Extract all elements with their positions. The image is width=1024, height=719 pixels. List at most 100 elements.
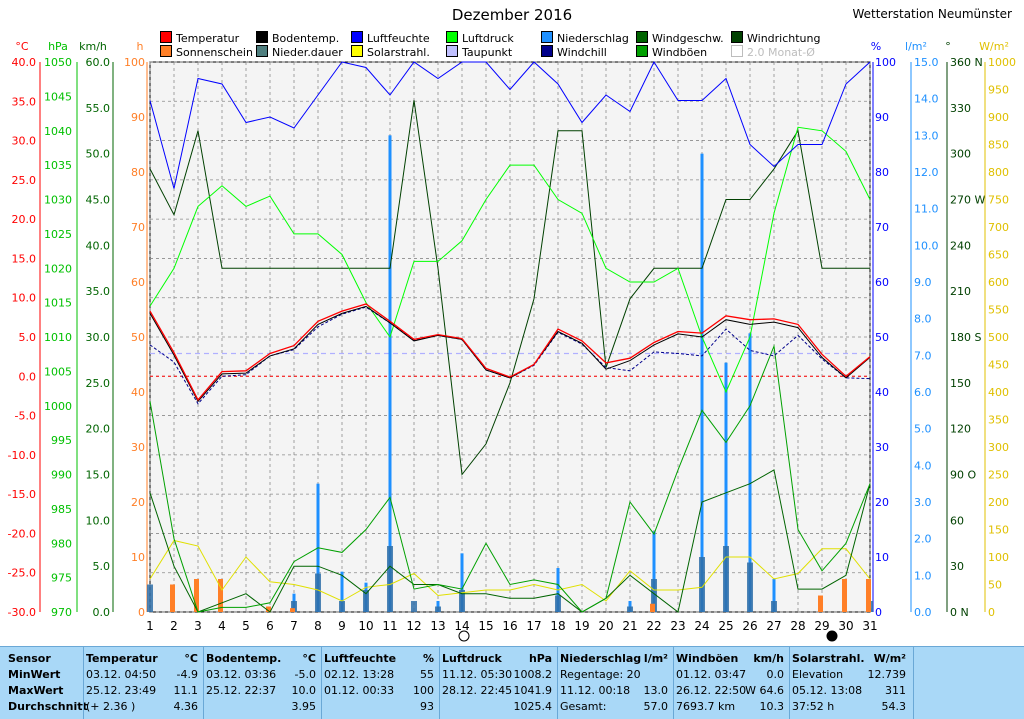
legend-swatch	[446, 45, 458, 57]
legend-item[interactable]: Nieder.dauer	[256, 45, 343, 59]
x-tick-label: 17	[526, 619, 541, 633]
legend-item[interactable]: Bodentemp.	[256, 31, 339, 45]
rain-tick-label: 3.0	[914, 496, 932, 509]
direction-tick-label: 360 N	[950, 56, 983, 69]
legend-item[interactable]: Taupunkt	[446, 45, 512, 59]
legend-item[interactable]: Temperatur	[160, 31, 239, 45]
humidity-tick-label: 30	[875, 441, 889, 454]
stats-separator	[557, 647, 558, 719]
solar-tick-label: 950	[988, 84, 1009, 97]
stats-separator	[913, 647, 914, 719]
rain-bar	[772, 579, 776, 612]
direction-tick-label: 120	[950, 423, 971, 436]
wind-tick-label: 40.0	[86, 239, 111, 252]
stats-cell-value: 54.3	[881, 700, 907, 713]
solar-tick-label: 0	[988, 606, 995, 619]
humidity-tick-label: 60	[875, 276, 889, 289]
stats-column: Bodentemp. °C 03.12. 03:36 -5.0 25.12. 22:37…	[206, 647, 322, 719]
legend-item[interactable]: Luftfeuchte	[351, 31, 430, 45]
legend-label: Windgeschw.	[652, 32, 724, 45]
wind-tick-label: 0.0	[93, 606, 111, 619]
stats-cell: 01.12. 00:33 100	[324, 683, 434, 699]
precip-duration-bar	[747, 562, 753, 612]
stats-cell-date: Gesamt:	[560, 700, 607, 713]
axis-unit-label: hPa	[48, 40, 68, 53]
direction-tick-label: 270 W	[950, 194, 985, 207]
stats-cell-value: 12.739	[867, 668, 907, 681]
station-name: Wetterstation Neumünster	[852, 7, 1012, 21]
stats-column-header: Bodentemp. °C	[206, 651, 316, 667]
humidity-tick-label: 40	[875, 386, 889, 399]
direction-tick-label: 150	[950, 377, 971, 390]
stats-cell-date: (+ 2.36 )	[86, 700, 136, 713]
legend-label: Temperatur	[176, 32, 240, 45]
solar-tick-label: 100	[988, 551, 1009, 564]
direction-tick-label: 0 N	[950, 606, 969, 619]
pressure-tick-label: 1010	[44, 331, 72, 344]
temp-tick-label: -25.0	[8, 567, 36, 580]
x-tick-label: 2	[170, 619, 178, 633]
stats-column-name: Niederschlag	[560, 652, 642, 665]
stats-cell-value: -4.9	[176, 668, 198, 681]
precip-duration-bar	[723, 546, 729, 612]
new-moon-icon	[826, 630, 838, 642]
temp-tick-label: -10.0	[8, 449, 36, 462]
direction-tick-label: 30	[950, 560, 964, 573]
stats-column-unit: km/h	[753, 652, 784, 665]
rain-tick-label: 9.0	[914, 276, 932, 289]
stats-column-unit: hPa	[528, 652, 552, 665]
legend-item[interactable]: Niederschlag	[541, 31, 629, 45]
axis-unit-label: h	[137, 40, 144, 53]
temp-tick-label: -15.0	[8, 488, 36, 501]
legend-label: Nieder.dauer	[272, 46, 343, 59]
stats-separator	[673, 647, 674, 719]
stats-cell: 93	[324, 699, 434, 715]
sunshine-bar	[170, 584, 175, 612]
legend-item[interactable]: Windgeschw.	[636, 31, 724, 45]
full-moon-icon	[458, 630, 470, 642]
sun-tick-label: 0	[138, 606, 145, 619]
legend-item[interactable]: Luftdruck	[446, 31, 514, 45]
rain-bar	[700, 153, 704, 612]
pressure-tick-label: 980	[51, 537, 72, 550]
x-tick-label: 14	[454, 619, 469, 633]
legend-label: Windböen	[652, 46, 708, 59]
x-tick-label: 12	[406, 619, 421, 633]
sunshine-bar	[866, 579, 871, 612]
axis-labels: °C hPa km/h h% l/m² ° W/m²40.035.030.025.020.0…	[8, 40, 1016, 633]
x-tick-label: 20	[598, 619, 613, 633]
precip-duration-bar	[651, 579, 657, 612]
precip-duration-bar	[771, 601, 777, 612]
legend-item[interactable]: 2.0 Monat-Ø	[731, 45, 815, 59]
pressure-tick-label: 1020	[44, 262, 72, 275]
legend-item[interactable]: Sonnenschein	[160, 45, 253, 59]
temp-tick-label: 20.0	[12, 213, 37, 226]
legend-item[interactable]: Windrichtung	[731, 31, 820, 45]
legend-item[interactable]: Solarstrahl.	[351, 45, 430, 59]
stats-cell: 1025.4	[442, 699, 553, 715]
stats-cell-value: 13.0	[643, 684, 669, 697]
x-tick-label: 6	[266, 619, 274, 633]
x-tick-label: 30	[838, 619, 853, 633]
x-tick-label: 10	[358, 619, 373, 633]
legend-swatch	[160, 45, 172, 57]
stats-cell-value: 311	[885, 684, 906, 697]
x-tick-label: 19	[574, 619, 589, 633]
precip-duration-bar	[699, 557, 705, 612]
stats-cell-date: Elevation	[792, 668, 844, 681]
solar-tick-label: 600	[988, 276, 1009, 289]
x-tick-label: 18	[550, 619, 565, 633]
temp-tick-label: -30.0	[8, 606, 36, 619]
series-line-windgeschw	[149, 469, 871, 613]
chart-title: Dezember 2016	[451, 6, 573, 24]
solar-tick-label: 900	[988, 111, 1009, 124]
legend-item[interactable]: Windchill	[541, 45, 607, 59]
legend-item[interactable]: Windböen	[636, 45, 707, 59]
pressure-tick-label: 1045	[44, 90, 72, 103]
stats-cell-date: 01.12. 03:47	[676, 668, 747, 681]
legend-swatch	[446, 31, 458, 43]
legend-swatch	[541, 31, 553, 43]
stats-cell: 26.12. 22:50 W 64.6	[676, 683, 784, 699]
legend-label: Luftfeuchte	[367, 32, 430, 45]
temp-tick-label: 40.0	[12, 56, 37, 69]
